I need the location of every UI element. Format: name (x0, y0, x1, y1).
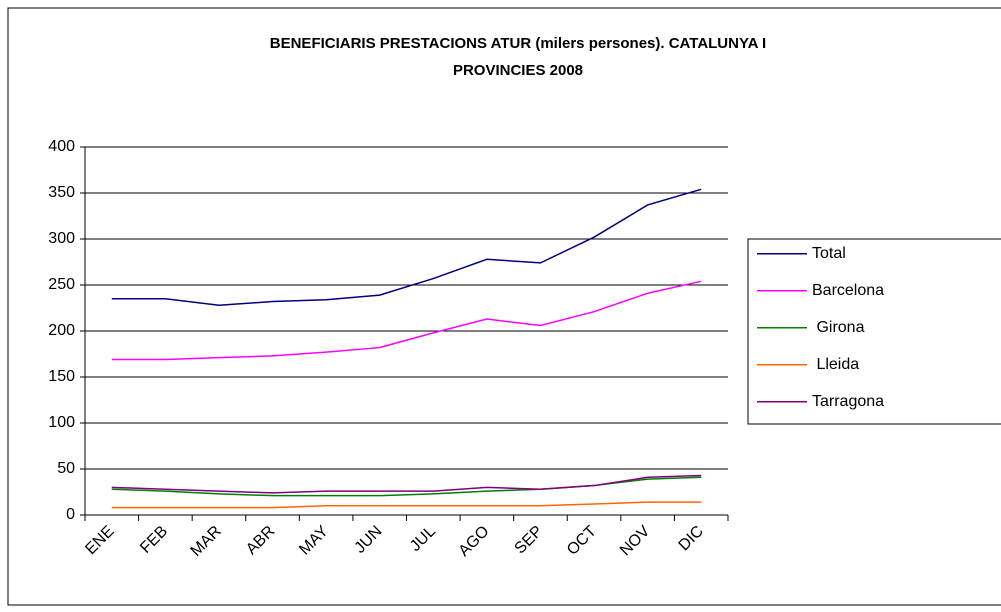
y-tick-label: 250 (48, 276, 75, 293)
y-tick-label: 0 (66, 506, 75, 523)
y-tick-label: 300 (48, 230, 75, 247)
y-tick-label: 350 (48, 184, 75, 201)
legend-box (747, 238, 1001, 425)
y-tick-label: 400 (48, 138, 75, 155)
series-line (111, 188, 702, 306)
y-tick-label: 200 (48, 322, 75, 339)
legend-label: Barcelona (812, 282, 884, 299)
y-tick-label: 150 (48, 368, 75, 385)
chart-title: BENEFICIARIS PRESTACIONS ATUR (milers pe… (270, 35, 766, 52)
series-line (111, 501, 702, 509)
legend-label: Girona (812, 319, 865, 336)
legend-label: Tarragona (812, 393, 884, 410)
y-tick-label: 50 (57, 460, 75, 477)
legend-label: Total (812, 245, 846, 262)
chart-title: PROVINCIES 2008 (453, 62, 583, 79)
series-line (111, 280, 702, 361)
series-line (111, 474, 702, 494)
legend-label: Lleida (812, 356, 859, 373)
y-tick-label: 100 (48, 414, 75, 431)
